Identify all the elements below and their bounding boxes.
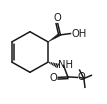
Text: O: O xyxy=(78,72,86,82)
Text: NH: NH xyxy=(58,60,73,71)
Text: OH: OH xyxy=(71,28,86,39)
Text: O: O xyxy=(49,73,57,83)
Text: O: O xyxy=(53,13,61,23)
Polygon shape xyxy=(48,34,59,42)
